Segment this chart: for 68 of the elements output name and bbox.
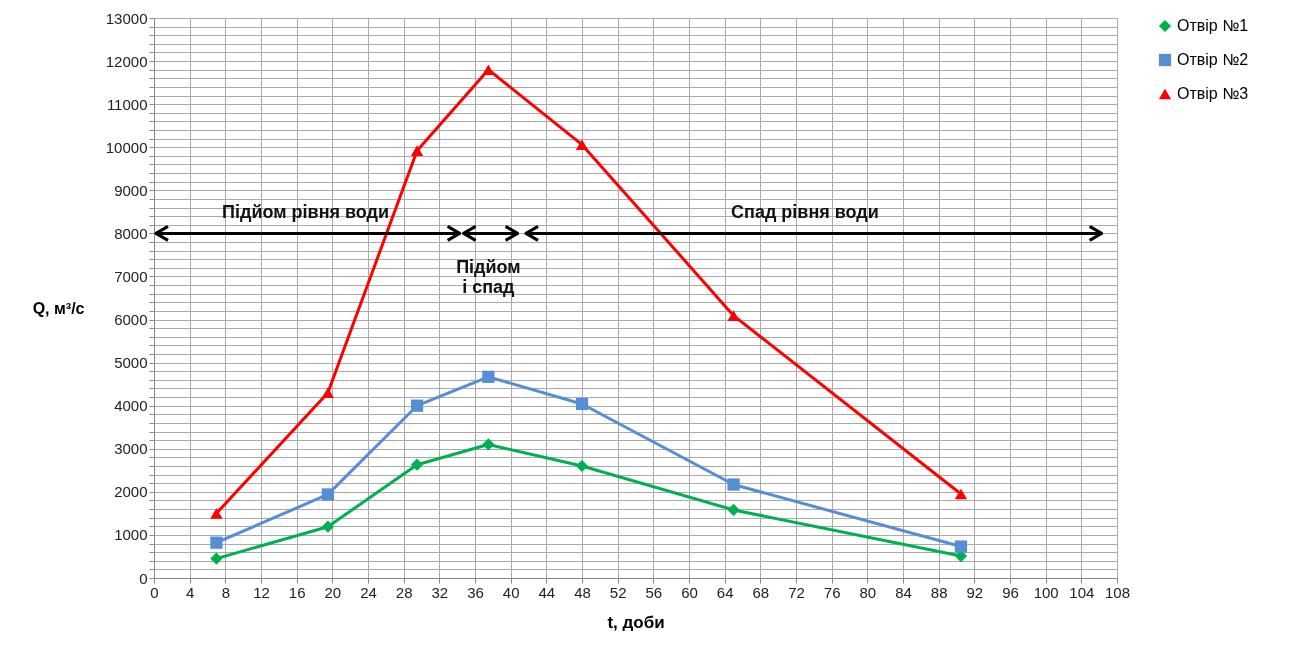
x-tick-label: 52: [609, 583, 627, 601]
x-tick-label: 40: [502, 583, 520, 601]
annotation: Підйом рівня води: [222, 202, 390, 223]
point: [410, 145, 424, 156]
x-tick-label: 16: [288, 583, 306, 601]
point: [210, 552, 223, 565]
point: [727, 503, 740, 517]
x-tick-label: 4: [185, 583, 195, 601]
x-tick-label: 56: [645, 583, 663, 601]
y-tick-label: 4000: [114, 397, 148, 415]
legend-label: Отвір №2: [1177, 51, 1249, 68]
point: [482, 370, 495, 383]
legend-label: Отвір №1: [1177, 17, 1249, 34]
x-tick-label: 24: [360, 583, 377, 601]
x-tick-label: 108: [1104, 583, 1131, 601]
point: [321, 488, 334, 501]
y-tick-label: 7000: [114, 267, 148, 285]
x-tick-label: 72: [788, 583, 805, 601]
point: [575, 139, 589, 150]
y-tick-label: 1000: [114, 526, 148, 544]
point: [410, 458, 424, 471]
point: [210, 536, 223, 549]
point: [321, 387, 334, 399]
y-tick-label: 12000: [105, 52, 148, 70]
x-tick-label: 92: [966, 583, 984, 601]
y-tick-label: 8000: [114, 224, 148, 242]
annotation: Спад рівня води: [731, 202, 879, 223]
x-tick-label: 44: [538, 583, 556, 601]
x-tick-label: 84: [895, 583, 912, 601]
x-tick-label: 8: [221, 583, 231, 601]
y-tick-label: 3000: [114, 440, 148, 458]
y-tick-label: 5000: [114, 354, 148, 372]
x-tick-label: 28: [395, 583, 413, 601]
point: [321, 520, 334, 533]
x-tick-label: 64: [716, 583, 734, 601]
x-axis-title: t, доби: [607, 612, 665, 632]
legend-label: Отвір №3: [1177, 85, 1249, 102]
x-tick-label: 12: [253, 583, 270, 601]
y-tick-label: 0: [139, 569, 148, 587]
x-tick-label: 76: [823, 583, 841, 601]
y-tick-label: 10000: [105, 138, 148, 156]
x-tick-label: 32: [431, 583, 449, 601]
y-tick-label: 9000: [114, 181, 148, 199]
y-tick-label: 2000: [114, 483, 148, 501]
x-tick-label: 60: [681, 583, 698, 601]
x-tick-label: 20: [324, 583, 342, 601]
point: [575, 397, 589, 411]
x-tick-label: 80: [859, 583, 877, 601]
y-axis-title: Q, м³/с: [32, 299, 85, 317]
point: [954, 488, 968, 500]
x-tick-label: 36: [467, 583, 484, 601]
point: [575, 459, 589, 473]
x-tick-label: 104: [1069, 583, 1095, 601]
point: [482, 438, 495, 451]
y-tick-label: 11000: [106, 95, 148, 113]
y-tick-label: 6000: [114, 311, 148, 329]
point: [954, 540, 968, 553]
x-tick-label: 100: [1033, 583, 1059, 601]
point: [210, 508, 223, 519]
x-tick-label: 96: [1002, 583, 1019, 601]
point: [410, 399, 424, 412]
x-tick-label: 48: [574, 583, 591, 601]
annotation: Підйом і спад: [456, 257, 521, 298]
x-tick-label: 88: [930, 583, 948, 601]
x-tick-label: 0: [150, 583, 159, 601]
point: [727, 478, 740, 491]
y-tick-label: 13000: [105, 9, 148, 27]
x-tick-label: 68: [752, 583, 770, 601]
